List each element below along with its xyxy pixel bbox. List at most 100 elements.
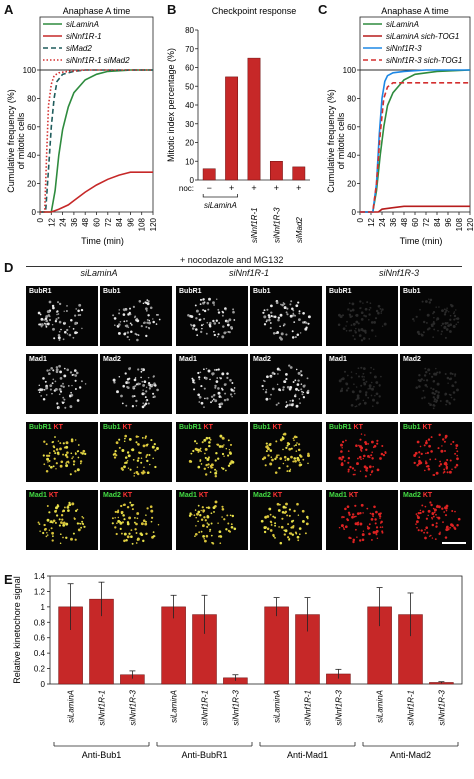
tile-label: Mad2 KT xyxy=(403,492,432,499)
kinetochore-dot xyxy=(372,530,376,534)
kinetochore-dot xyxy=(266,527,270,531)
kinetochore-dot xyxy=(432,310,436,314)
kinetochore-dot xyxy=(214,386,217,389)
kinetochore-dot xyxy=(38,523,41,525)
kinetochore-dot xyxy=(196,334,199,337)
kinetochore-dot xyxy=(137,334,140,336)
kinetochore-dot xyxy=(204,519,207,522)
kinetochore-dot xyxy=(208,444,211,448)
kinetochore-dot xyxy=(269,513,272,516)
kinetochore-dot xyxy=(113,456,117,459)
bar xyxy=(225,76,239,181)
kinetochore-dot xyxy=(288,364,291,367)
kinetochore-dot xyxy=(277,316,281,320)
kinetochore-dot xyxy=(229,378,232,382)
kinetochore-dot xyxy=(126,451,130,454)
kinetochore-dot xyxy=(134,385,137,387)
kinetochore-dot xyxy=(231,460,235,464)
kinetochore-dot xyxy=(57,407,60,409)
tile-label-kt: KT xyxy=(120,424,132,431)
kinetochore-dot xyxy=(122,313,126,316)
kinetochore-dot xyxy=(263,456,267,460)
kinetochore-dot xyxy=(230,388,234,392)
kinetochore-dot xyxy=(232,310,235,314)
kinetochore-dot xyxy=(43,319,45,321)
group-label: Anti-Mad2 xyxy=(390,750,431,760)
kinetochore-dot xyxy=(40,395,43,397)
kinetochore-dot xyxy=(197,371,200,375)
kinetochore-dot xyxy=(430,387,432,389)
y-axis-label: Cumulative frequency (%)of mitotic cells xyxy=(326,89,346,193)
kinetochore-dot xyxy=(203,317,206,320)
kinetochore-dot xyxy=(271,387,275,391)
x-tick-label: 12 xyxy=(47,217,56,226)
kinetochore-dot xyxy=(204,397,206,400)
kinetochore-dot xyxy=(290,447,293,450)
x-tick-label: 108 xyxy=(455,217,464,231)
kinetochore-dot xyxy=(421,504,424,507)
kinetochore-dot xyxy=(128,532,131,535)
kinetochore-dot xyxy=(205,367,208,370)
kinetochore-dot xyxy=(217,333,220,336)
kinetochore-dot xyxy=(198,376,201,379)
kinetochore-dot xyxy=(52,465,55,468)
kinetochore-dot xyxy=(79,460,83,463)
kinetochore-dot xyxy=(274,524,277,527)
kinetochore-dot xyxy=(454,381,457,384)
kinetochore-dot xyxy=(433,508,437,512)
kinetochore-dot xyxy=(423,379,425,382)
kinetochore-dot xyxy=(444,536,448,539)
kinetochore-dot xyxy=(382,453,386,457)
kinetochore-dot xyxy=(190,452,193,455)
kinetochore-dot xyxy=(425,526,428,529)
kinetochore-dot xyxy=(226,514,229,517)
kinetochore-dot xyxy=(447,324,450,327)
kinetochore-dot xyxy=(202,524,205,528)
tile-label-protein: Mad2 xyxy=(403,492,421,499)
kinetochore-dot xyxy=(130,503,134,507)
kinetochore-dot xyxy=(145,390,148,393)
tile-label: Mad2 xyxy=(253,356,271,363)
kinetochore-dot xyxy=(436,382,440,386)
kinetochore-dot xyxy=(190,324,193,327)
series-line xyxy=(360,82,470,213)
kinetochore-dot xyxy=(206,515,210,519)
kinetochore-dot xyxy=(142,402,144,404)
kinetochore-dot xyxy=(295,404,299,408)
kinetochore-dot xyxy=(59,447,62,451)
kinetochore-dot xyxy=(433,474,436,476)
kinetochore-dot xyxy=(370,381,373,384)
kinetochore-dot xyxy=(75,308,78,310)
kinetochore-dot xyxy=(192,379,195,382)
kinetochore-dot xyxy=(285,502,288,506)
kinetochore-dot xyxy=(420,378,423,381)
kinetochore-dot xyxy=(376,401,379,405)
kinetochore-dot xyxy=(209,378,211,381)
kinetochore-dot xyxy=(274,457,277,461)
kinetochore-dot xyxy=(125,539,128,542)
x-category-label: siNnf1R-1 xyxy=(250,207,259,243)
kinetochore-dot xyxy=(285,378,288,381)
kinetochore-dot xyxy=(124,372,127,375)
kinetochore-dot xyxy=(435,399,439,402)
kinetochore-dot xyxy=(63,398,66,401)
kinetochore-dot xyxy=(128,367,130,370)
kinetochore-dot xyxy=(270,311,273,314)
micrograph-tile: Mad2 xyxy=(400,354,472,414)
kinetochore-dot xyxy=(368,313,371,316)
kinetochore-dot xyxy=(356,521,359,525)
kinetochore-dot xyxy=(286,313,289,316)
kinetochore-dot xyxy=(340,450,343,453)
kinetochore-dot xyxy=(39,313,42,316)
kinetochore-dot xyxy=(291,399,294,402)
kinetochore-dot xyxy=(270,521,273,524)
kinetochore-dot xyxy=(280,525,284,529)
kinetochore-dot xyxy=(228,318,232,322)
kinetochore-dot xyxy=(65,453,68,457)
legend-entry: siNnf1R-3 xyxy=(386,44,422,53)
kinetochore-dot xyxy=(449,459,452,462)
kinetochore-dot xyxy=(441,507,444,510)
kinetochore-dots xyxy=(112,367,159,409)
kinetochore-dot xyxy=(134,315,137,318)
kinetochore-dot xyxy=(448,330,452,333)
